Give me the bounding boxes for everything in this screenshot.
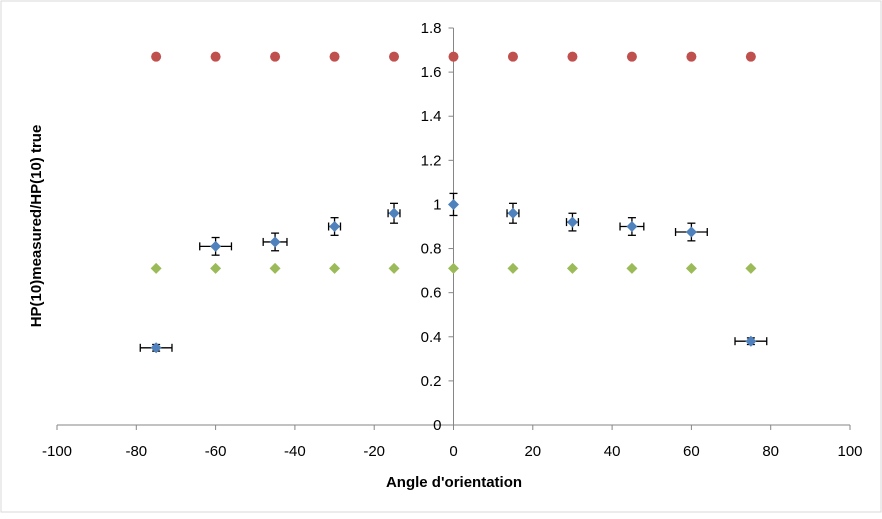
data-point-circle: [745, 51, 756, 62]
data-point-diamond: [388, 207, 400, 219]
data-point-circle: [507, 51, 518, 62]
y-tick-label: 0.4: [421, 329, 442, 346]
y-tick-label: 0: [433, 417, 441, 434]
data-point-diamond: [745, 335, 757, 347]
x-tick-label: 100: [837, 443, 862, 460]
data-point-diamond: [150, 342, 162, 354]
x-tick-label: -100: [42, 443, 72, 460]
x-tick-label: -20: [363, 443, 385, 460]
data-point-diamond: [388, 262, 400, 274]
x-tick-label: -80: [125, 443, 147, 460]
data-point-circle: [329, 51, 340, 62]
x-tick-label: -40: [284, 443, 306, 460]
data-point-circle: [389, 51, 400, 62]
data-point-diamond: [210, 240, 222, 252]
data-point-diamond: [685, 262, 697, 274]
data-point-circle: [626, 51, 637, 62]
x-tick-label: 20: [524, 443, 541, 460]
data-point-diamond: [210, 262, 222, 274]
data-point-diamond: [566, 216, 578, 228]
y-tick-label: 1.6: [421, 64, 442, 81]
y-tick-label: 1.2: [421, 152, 442, 169]
data-point-circle: [210, 51, 221, 62]
data-point-circle: [567, 51, 578, 62]
data-point-diamond: [745, 262, 757, 274]
x-tick-label: 0: [449, 443, 457, 460]
x-tick-label: -60: [205, 443, 227, 460]
data-point-diamond: [448, 262, 459, 274]
data-point-diamond: [626, 262, 638, 274]
error-bars: [139, 192, 768, 352]
x-tick-label: 40: [604, 443, 621, 460]
data-point-diamond: [507, 262, 519, 274]
y-axis-title: HP(10)measured/HP(10) true: [28, 125, 45, 328]
data-point-diamond: [150, 262, 162, 274]
x-tick-label: 60: [683, 443, 700, 460]
y-tick-label: 1: [433, 196, 441, 213]
data-point-circle: [686, 51, 697, 62]
y-tick-label: 1.4: [421, 108, 442, 125]
data-markers: [150, 51, 757, 354]
data-point-diamond: [507, 207, 519, 219]
data-point-circle: [448, 51, 459, 62]
y-tick-label: 0.8: [421, 241, 442, 258]
data-point-diamond: [269, 236, 281, 248]
tick-labels: -100 -80 -60 -40 -20 0 20 40 60 80 100 0 0.2 0.4 0.6 0.…: [42, 20, 863, 460]
x-axis-title: Angle d'orientation: [386, 474, 522, 491]
data-point-diamond: [448, 198, 459, 210]
data-point-diamond: [269, 262, 281, 274]
data-point-circle: [151, 51, 162, 62]
x-tick-label: 80: [762, 443, 779, 460]
data-point-diamond: [329, 221, 341, 232]
y-tick-label: 0.6: [421, 285, 442, 302]
data-point-diamond: [329, 262, 341, 274]
y-tick-label: 1.8: [421, 20, 442, 37]
data-point-diamond: [566, 262, 578, 274]
data-point-diamond: [685, 226, 697, 238]
data-point-diamond: [626, 221, 638, 232]
y-tick-label: 0.2: [421, 373, 442, 390]
data-point-circle: [270, 51, 281, 62]
